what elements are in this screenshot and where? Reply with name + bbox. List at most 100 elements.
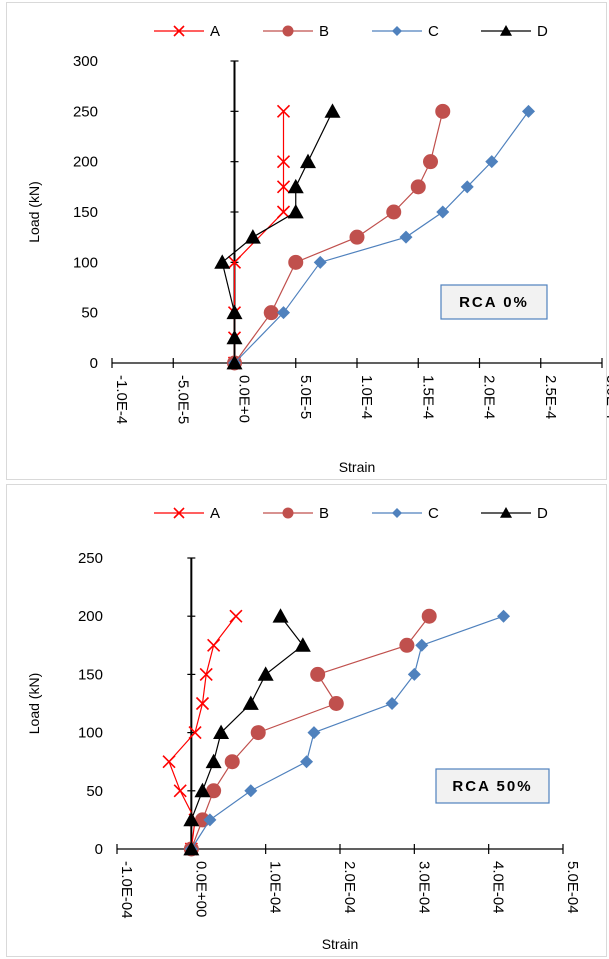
y-axis: 0 50 100 150 200 250: [78, 550, 103, 858]
data-point: [385, 697, 399, 710]
y-axis-title: Load (kN): [26, 673, 42, 734]
x-tick-label: 5.0E-04: [564, 861, 581, 914]
data-point-stroke-b: [162, 755, 176, 769]
legend-label: B: [319, 23, 329, 40]
data-point: [194, 782, 211, 798]
data-point: [173, 784, 187, 798]
x-axis: -1.0E-04 0.0E+00 1.0E-04 2.0E-04 3.0E-04 4.0E…: [116, 844, 581, 919]
data-point: [226, 304, 243, 320]
legend-item-d: D: [481, 505, 548, 522]
x-axis-title: Strain: [339, 459, 376, 475]
data-point: [410, 179, 426, 195]
legend-item-c: C: [372, 23, 439, 40]
data-point-stroke-b: [188, 726, 202, 740]
x-tick-label: 1.0E-04: [267, 861, 284, 914]
data-point: [399, 230, 413, 244]
x-tick-label: 2.0E-4: [481, 375, 498, 419]
data-point: [328, 696, 344, 711]
x-tick-label: -1.0E-4: [113, 375, 130, 424]
data-point: [226, 355, 243, 370]
data-point: [460, 180, 474, 194]
data-point: [250, 725, 266, 741]
data-point-stroke-b: [276, 104, 291, 118]
legend-label: B: [319, 505, 329, 522]
y-tick-label: 50: [86, 783, 103, 800]
series-line: [190, 615, 504, 850]
data-point: [276, 205, 291, 219]
data-point: [272, 608, 289, 623]
data-point: [324, 103, 341, 118]
data-point-stroke-b: [199, 667, 213, 681]
data-point: [421, 608, 437, 624]
data-point: [224, 754, 240, 770]
y-axis: 0 50 100 150 200 250 300: [73, 53, 98, 372]
data-point: [263, 305, 279, 321]
data-point: [310, 666, 326, 682]
data-point: [183, 811, 200, 827]
legend-item-c: C: [372, 505, 439, 522]
data-point: [226, 329, 243, 345]
data-point: [195, 696, 210, 711]
series-line: [234, 110, 529, 364]
legend-item-b: B: [263, 23, 329, 40]
y-tick-label: 100: [78, 725, 103, 742]
x-tick-label: 5.0E-5: [297, 375, 314, 419]
legend-marker-icon: [173, 25, 185, 37]
series-line: [233, 111, 285, 363]
data-point-stroke-b: [227, 255, 242, 269]
data-point: [407, 667, 421, 681]
data-point: [288, 254, 304, 270]
data-point-stroke-b: [173, 784, 187, 798]
data-point: [214, 254, 231, 269]
data-point: [257, 666, 274, 681]
chart-legend: A B C D: [154, 23, 548, 40]
data-point: [423, 154, 438, 170]
annotation-box: RCA 50%: [435, 768, 550, 804]
data-point: [435, 103, 451, 119]
data-point: [276, 180, 291, 194]
x-tick-label: -5.0E-5: [174, 375, 191, 424]
y-tick-label: 200: [73, 154, 98, 171]
data-point: [277, 306, 290, 320]
data-point: [205, 753, 222, 769]
x-tick-label: 4.0E-04: [490, 861, 507, 914]
series-line: [221, 111, 334, 363]
annotation-rect: [435, 768, 550, 804]
y-tick-label: 250: [78, 550, 103, 567]
data-point: [300, 755, 314, 769]
y-tick-label: 50: [81, 305, 98, 322]
chart-panel-rca-50: A B C D 0 50 100 150 200 250 Load (kN) -1.0E-04 0.0E…: [6, 484, 607, 957]
data-point: [485, 155, 499, 169]
x-axis-title: Strain: [322, 936, 359, 952]
x-axis: -1.0E-4 -5.0E-5 0.0E+0 5.0E-5 1.0E-4 1.5E-4 2.…: [111, 358, 609, 424]
legend-marker-icon: [282, 25, 294, 37]
legend-item-a: A: [154, 505, 220, 522]
y-tick-label: 150: [73, 204, 98, 221]
data-point-stroke-b: [207, 638, 221, 652]
chart-legend: A B C D: [154, 505, 548, 522]
data-point: [203, 813, 217, 827]
series-c: [228, 104, 535, 370]
legend-label: A: [210, 23, 220, 40]
legend-marker-icon: [500, 25, 512, 36]
data-point: [415, 638, 429, 652]
y-tick-label: 0: [95, 841, 103, 858]
x-tick-label: 2.5E-4: [542, 375, 559, 419]
series-c: [184, 609, 511, 856]
data-point: [244, 784, 258, 798]
legend-marker-icon: [282, 507, 294, 519]
annotation-box: RCA 0%: [440, 284, 548, 320]
data-point-stroke-b: [276, 205, 291, 219]
data-point: [287, 204, 304, 219]
x-tick-label: 1.0E-4: [358, 375, 375, 419]
data-point: [313, 255, 327, 269]
data-point: [276, 104, 291, 118]
x-tick-label: 3.0E-4: [603, 375, 609, 419]
data-point-stroke-b: [229, 609, 243, 623]
data-point-stroke-b: [276, 180, 291, 194]
chart-svg-rca-50: A B C D 0 50 100 150 200 250 Load (kN) -1.0E-04 0.0E…: [26, 505, 581, 952]
legend-marker-icon: [500, 507, 512, 518]
legend-marker-icon: [392, 26, 402, 36]
data-point-stroke-b: [195, 696, 210, 711]
data-point: [300, 153, 316, 169]
